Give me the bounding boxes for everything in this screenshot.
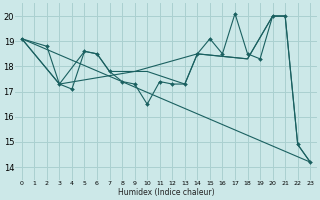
- X-axis label: Humidex (Indice chaleur): Humidex (Indice chaleur): [118, 188, 214, 197]
